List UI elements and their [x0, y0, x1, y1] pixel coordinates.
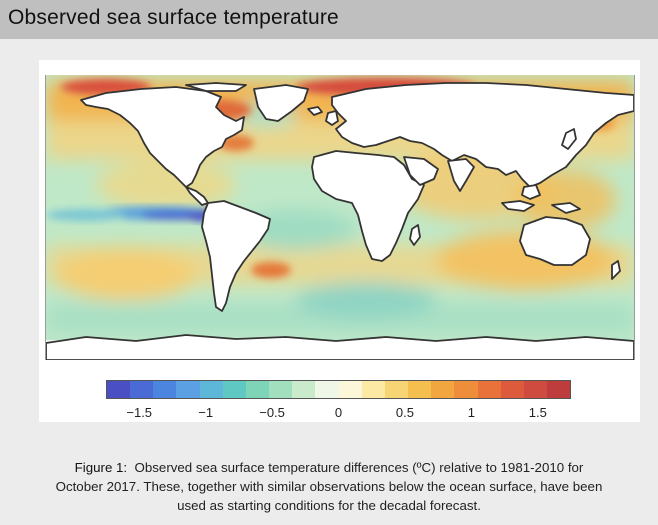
indonesia: [501, 200, 535, 212]
colorbar-segment: [222, 381, 246, 398]
greenland: [253, 84, 309, 122]
north-america: [80, 86, 245, 188]
colorbar-segment: [269, 381, 293, 398]
antarctica: [46, 334, 634, 360]
eurasia: [331, 82, 634, 188]
caption-line-3: used as starting conditions for the deca…: [177, 498, 481, 513]
land-masses: [46, 82, 634, 360]
map-canvas: [46, 75, 634, 360]
borneo: [521, 184, 541, 200]
arabia: [403, 156, 439, 186]
colorbar-segment: [384, 381, 409, 398]
colorbar-tick-label: −0.5: [259, 405, 285, 420]
colorbar-segment: [245, 381, 270, 398]
colorbar-segment: [315, 381, 339, 398]
figure-label: Figure 1:: [74, 460, 128, 475]
colorbar-segment: [153, 381, 177, 398]
figure-caption: Figure 1: Observed sea surface temperatu…: [0, 458, 658, 515]
colorbar-segment: [107, 381, 131, 398]
colorbar-segment: [500, 381, 524, 398]
colorbar-segment: [292, 381, 316, 398]
japan: [561, 128, 577, 150]
colorbar-tick-label: −1: [198, 405, 214, 420]
africa: [311, 150, 425, 262]
colorbar-segment: [431, 381, 455, 398]
colorbar-tick-label: −1.5: [126, 405, 153, 420]
caption-text-1: Observed sea surface temperature differe…: [134, 460, 584, 475]
new-guinea: [551, 202, 581, 214]
arctic-islands: [185, 82, 247, 92]
south-america: [201, 200, 271, 312]
colorbar-segment: [477, 381, 501, 398]
colorbar-segment: [546, 381, 571, 398]
colorbar-segment: [176, 381, 200, 398]
sst-anomaly-map: [45, 75, 635, 360]
title-bar: Observed sea surface temperature: [0, 0, 658, 39]
colorbar-segment: [408, 381, 432, 398]
colorbar-segment: [338, 381, 362, 398]
british-isles: [325, 110, 339, 126]
india: [447, 158, 475, 192]
colorbar: [106, 380, 571, 399]
colorbar-tick-label: 0.5: [395, 405, 414, 420]
caption-line-1: Figure 1: Observed sea surface temperatu…: [0, 458, 658, 477]
colorbar-tick-label: 1: [467, 405, 475, 420]
new-zealand: [611, 260, 621, 280]
caption-line-2: October 2017. These, together with simil…: [55, 479, 603, 494]
madagascar: [409, 224, 421, 246]
colorbar-segment: [199, 381, 223, 398]
iceland: [307, 106, 323, 116]
colorbar-segment: [361, 381, 385, 398]
colorbar-segment: [454, 381, 478, 398]
colorbar-tick-label: 0: [334, 405, 343, 420]
colorbar-tick-label: 1.5: [528, 405, 547, 420]
central-america: [185, 186, 209, 206]
australia: [519, 216, 591, 266]
colorbar-segment: [130, 381, 154, 398]
colorbar-segment: [523, 381, 547, 398]
page-title: Observed sea surface temperature: [8, 6, 339, 29]
